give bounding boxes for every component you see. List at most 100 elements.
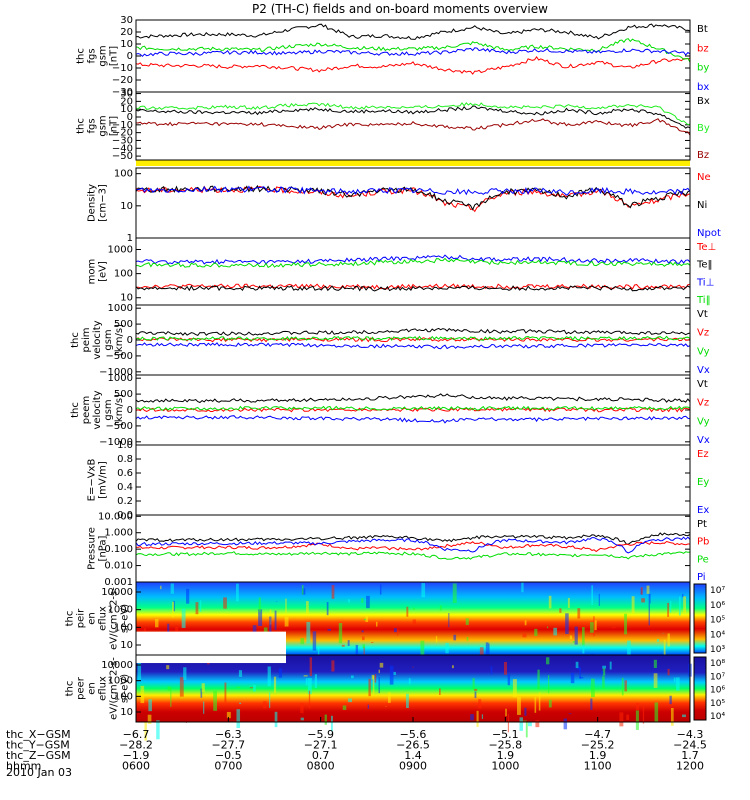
panel-6-ytick: 0.6 xyxy=(117,468,133,479)
spectrogram-8-texture xyxy=(269,616,272,639)
panel-5-ytick: 1000 xyxy=(108,373,133,384)
spectrogram-9-texture xyxy=(274,711,278,728)
spectrogram-8-texture xyxy=(421,583,426,598)
panel-3-frame xyxy=(135,237,691,306)
panel-8-ytick: 10000 xyxy=(101,587,133,598)
spectrogram-9-texture xyxy=(512,679,517,698)
spectrogram-8-texture xyxy=(445,642,449,654)
panel-1-ytick: 0 xyxy=(127,112,133,123)
spectrogram-8-texture xyxy=(355,644,359,655)
spectrogram-9-texture xyxy=(481,714,484,719)
spectrogram-9-texture xyxy=(438,688,441,696)
figure-title: P2 (TH-C) fields and on-board moments ov… xyxy=(252,2,548,16)
colorbar-8-tick: 10⁵ xyxy=(710,616,725,626)
panel-3-ytick: 10 xyxy=(120,293,133,304)
spectrogram-9-texture xyxy=(563,718,568,730)
panel-8-ylabel: peir xyxy=(76,608,87,628)
x-axis-value: 0.7 xyxy=(312,749,330,762)
series-1-By xyxy=(135,102,691,126)
x-axis-value: −25.2 xyxy=(581,739,615,752)
spectrogram-9-texture xyxy=(179,677,184,697)
colorbar-9-tick: 10⁶ xyxy=(710,686,725,696)
series-0-Bt xyxy=(135,23,691,40)
series-7-Pi xyxy=(135,536,691,554)
legend-5-Vt: Vt xyxy=(697,379,708,390)
spectrogram-8-texture xyxy=(624,613,628,635)
spectrogram-8-texture xyxy=(195,602,199,615)
panel-2-ytick: 1 xyxy=(127,233,133,244)
spectrogram-9-texture xyxy=(602,668,606,676)
panel-4-ytick: −1000 xyxy=(99,367,133,378)
x-axis-value: −4.7 xyxy=(584,728,611,741)
panel-4-ylabel: gsm xyxy=(103,329,114,350)
spectrogram-9-texture xyxy=(474,691,477,699)
colorbar-8-tick: 10³ xyxy=(710,645,725,655)
spectrogram-8-texture xyxy=(524,620,527,626)
spectrogram-9-texture xyxy=(476,710,479,727)
spectrogram-8-texture xyxy=(312,631,317,651)
panel-8-ylabel: eV/(cm^2-s- xyxy=(109,587,120,650)
legend-1-Bx: Bx xyxy=(697,96,710,107)
series-5-Vt xyxy=(135,393,691,404)
spectrogram-9-texture xyxy=(670,707,674,726)
spectrogram-9-texture xyxy=(379,662,384,668)
x-axis-value: −5.1 xyxy=(492,728,519,741)
spectrogram-9-texture xyxy=(273,676,277,693)
spectrogram-8-texture xyxy=(683,596,687,613)
spectrogram-8-texture xyxy=(466,636,469,641)
series-7-Pe xyxy=(135,551,691,560)
spectrogram-data-gap xyxy=(136,631,286,655)
panel-0-ylabel: fgs xyxy=(87,48,98,63)
spectrogram-8-texture xyxy=(667,602,670,617)
spectrogram-9-texture xyxy=(305,678,308,686)
spectrogram-9-texture xyxy=(602,665,606,669)
panel-5-ylabel: [km/s] xyxy=(114,394,125,426)
panel-7-ylabel: [nPa] xyxy=(98,535,109,561)
panel-5-ytick: 0 xyxy=(127,405,133,416)
spectrogram-8-texture xyxy=(646,585,650,594)
spectrogram-8-texture xyxy=(641,598,645,603)
spectrogram-8-texture xyxy=(565,613,569,635)
panel-2-ytick: 10 xyxy=(120,201,133,212)
x-axis-value: −24.5 xyxy=(673,739,707,752)
series-0-bx xyxy=(135,47,691,58)
spectrogram-9-texture xyxy=(342,705,347,710)
panel-9-ylabel: thc xyxy=(65,681,76,697)
panel-4-ylabel: thc xyxy=(70,332,81,348)
spectrogram-8-texture xyxy=(167,623,170,634)
panel-5-ytick: 500 xyxy=(114,389,133,400)
x-axis-value: −5.6 xyxy=(400,728,427,741)
panel-6-frame xyxy=(135,444,691,516)
panel-1-ylabel: fgs xyxy=(87,118,98,133)
spectrogram-9-texture xyxy=(472,678,475,690)
panel-0-ytick: −30 xyxy=(112,87,133,98)
x-axis-value: −28.2 xyxy=(119,739,153,752)
spectrogram-8-texture xyxy=(412,619,416,624)
panel-3-ylabel: [eV] xyxy=(98,261,109,282)
spectrogram-8-texture xyxy=(258,597,261,613)
spectrogram-9-texture xyxy=(525,721,528,738)
x-axis-value: 0900 xyxy=(399,760,427,773)
spectrogram-9-texture xyxy=(374,673,377,683)
panel-4-ytick: 0 xyxy=(127,335,133,346)
spectrogram-8-texture xyxy=(574,626,578,645)
panel-7-ytick: 1.000 xyxy=(104,528,133,539)
panel-6-ylabel: [mV/m] xyxy=(98,461,109,499)
panel-9-ylabel: eV/(cm^2-s- xyxy=(109,657,120,720)
spectrogram-8-texture xyxy=(341,644,345,647)
series-3-Ti⊥ xyxy=(135,254,691,265)
spectrogram-9-texture xyxy=(474,688,478,691)
panel-5-ylabel: thc xyxy=(70,402,81,418)
spectrogram-8-texture xyxy=(435,636,438,643)
spectrogram-8-texture xyxy=(362,644,366,649)
spectrogram-9-texture xyxy=(579,676,584,679)
spectrogram-9-texture xyxy=(253,684,256,692)
panel-7-ytick: 0.010 xyxy=(104,561,133,572)
panel-4-ylabel: [km/s] xyxy=(114,324,125,356)
spectrogram-8-texture xyxy=(627,640,631,660)
spectrogram-8-texture xyxy=(682,593,684,598)
panel-9-ylabel: eflux xyxy=(98,676,109,701)
panels: thc fgs gsm [nT]3020100−10−20−30Btbzbybxthc… xyxy=(65,15,725,741)
panel-4-ylabel: peim xyxy=(81,327,92,352)
spectrogram-9-texture xyxy=(203,701,205,714)
